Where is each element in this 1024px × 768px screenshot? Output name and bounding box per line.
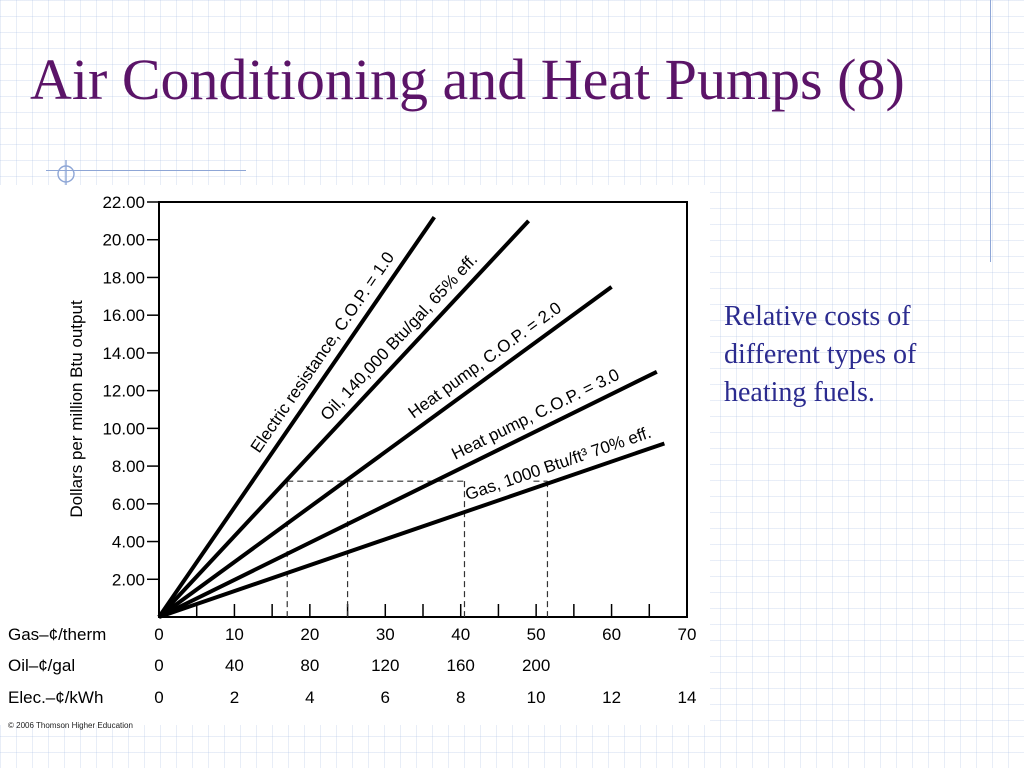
x-tick-label: 40 bbox=[225, 656, 244, 675]
copyright-notice: © 2006 Thomson Higher Education bbox=[8, 721, 133, 730]
x-tick-label: 8 bbox=[456, 688, 465, 707]
series-line bbox=[158, 441, 666, 619]
y-tick-label: 16.00 bbox=[102, 306, 145, 325]
y-tick-label: 2.00 bbox=[112, 570, 145, 589]
x-tick-label: 0 bbox=[154, 625, 163, 644]
x-tick-label: 10 bbox=[225, 625, 244, 644]
series-line bbox=[157, 285, 613, 619]
x-tick-label: 14 bbox=[678, 688, 697, 707]
crosshair-icon bbox=[57, 160, 75, 186]
x-tick-label: 0 bbox=[154, 656, 163, 675]
x-tick-label: 10 bbox=[527, 688, 546, 707]
decorative-horizontal-line bbox=[46, 170, 246, 171]
x-tick-label: 60 bbox=[602, 625, 621, 644]
y-tick-label: 6.00 bbox=[112, 495, 145, 514]
x-tick-label: 30 bbox=[376, 625, 395, 644]
x-scale-label: Elec.–¢/kWh bbox=[8, 688, 103, 707]
x-tick-label: 120 bbox=[371, 656, 399, 675]
x-tick-label: 2 bbox=[230, 688, 239, 707]
x-tick-label: 40 bbox=[451, 625, 470, 644]
fuel-cost-chart: 22.0020.0018.0016.0014.0012.0010.008.006… bbox=[0, 185, 710, 725]
y-tick-label: 8.00 bbox=[112, 457, 145, 476]
series-line bbox=[157, 215, 436, 619]
decorative-vertical-line bbox=[990, 0, 991, 262]
x-tick-label: 4 bbox=[305, 688, 314, 707]
chart-background bbox=[0, 185, 710, 725]
x-tick-label: 6 bbox=[381, 688, 390, 707]
series-line bbox=[158, 369, 658, 619]
x-tick-label: 70 bbox=[678, 625, 697, 644]
y-tick-label: 14.00 bbox=[102, 344, 145, 363]
x-scale-label: Oil–¢/gal bbox=[8, 656, 75, 675]
x-tick-label: 12 bbox=[602, 688, 621, 707]
series-line bbox=[157, 219, 531, 619]
x-tick-label: 50 bbox=[527, 625, 546, 644]
y-tick-label: 10.00 bbox=[102, 419, 145, 438]
y-tick-label: 18.00 bbox=[102, 268, 145, 287]
y-tick-label: 20.00 bbox=[102, 231, 145, 250]
x-tick-label: 80 bbox=[300, 656, 319, 675]
x-tick-label: 0 bbox=[154, 688, 163, 707]
x-tick-label: 200 bbox=[522, 656, 550, 675]
y-tick-label: 12.00 bbox=[102, 382, 145, 401]
x-tick-label: 20 bbox=[300, 625, 319, 644]
slide-title: Air Conditioning and Heat Pumps (8) bbox=[30, 47, 905, 112]
y-tick-label: 4.00 bbox=[112, 533, 145, 552]
y-axis-label: Dollars per million Btu output bbox=[67, 300, 86, 518]
x-tick-label: 160 bbox=[447, 656, 475, 675]
y-tick-label: 22.00 bbox=[102, 193, 145, 212]
x-scale-label: Gas–¢/therm bbox=[8, 625, 106, 644]
slide-caption: Relative costs of different types of hea… bbox=[724, 301, 917, 408]
